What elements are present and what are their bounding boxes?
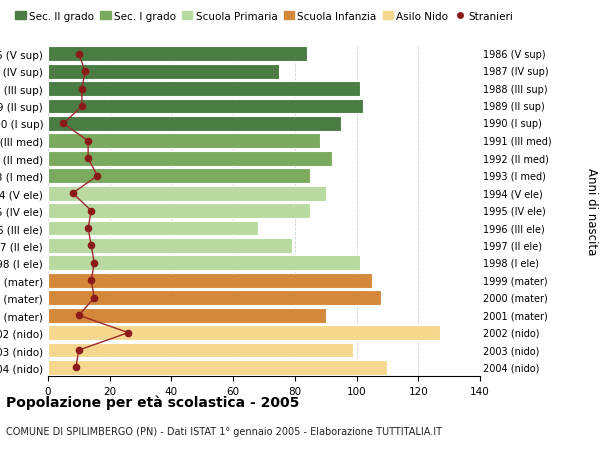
Text: 2000 (mater): 2000 (mater) xyxy=(483,293,548,303)
Bar xyxy=(48,360,388,375)
Text: 2002 (nido): 2002 (nido) xyxy=(483,328,539,338)
Bar xyxy=(48,65,280,79)
Bar xyxy=(48,186,326,201)
Bar xyxy=(48,82,359,97)
Bar xyxy=(48,325,440,340)
Text: 1988 (III sup): 1988 (III sup) xyxy=(483,84,548,95)
Text: Popolazione per età scolastica - 2005: Popolazione per età scolastica - 2005 xyxy=(6,395,299,409)
Text: 1996 (III ele): 1996 (III ele) xyxy=(483,224,545,234)
Bar xyxy=(48,169,310,184)
Bar xyxy=(48,204,310,218)
Bar xyxy=(48,47,307,62)
Text: 1986 (V sup): 1986 (V sup) xyxy=(483,50,545,60)
Bar xyxy=(48,151,332,166)
Text: 1992 (II med): 1992 (II med) xyxy=(483,154,549,164)
Text: 1997 (II ele): 1997 (II ele) xyxy=(483,241,542,251)
Text: 1987 (IV sup): 1987 (IV sup) xyxy=(483,67,548,77)
Text: 1994 (V ele): 1994 (V ele) xyxy=(483,189,543,199)
Text: 1993 (I med): 1993 (I med) xyxy=(483,171,546,181)
Bar xyxy=(48,291,381,306)
Text: 1999 (mater): 1999 (mater) xyxy=(483,276,548,285)
Bar xyxy=(48,239,292,253)
Bar xyxy=(48,256,359,271)
Text: 1995 (IV ele): 1995 (IV ele) xyxy=(483,206,546,216)
Bar xyxy=(48,221,258,236)
Text: 2001 (mater): 2001 (mater) xyxy=(483,310,548,320)
Text: 1998 (I ele): 1998 (I ele) xyxy=(483,258,539,269)
Bar xyxy=(48,134,320,149)
Bar xyxy=(48,308,326,323)
Legend: Sec. II grado, Sec. I grado, Scuola Primaria, Scuola Infanzia, Asilo Nido, Stran: Sec. II grado, Sec. I grado, Scuola Prim… xyxy=(11,7,517,26)
Bar xyxy=(48,343,353,358)
Text: 1991 (III med): 1991 (III med) xyxy=(483,137,551,146)
Text: Anni di nascita: Anni di nascita xyxy=(584,168,598,255)
Bar xyxy=(48,100,363,114)
Text: 2004 (nido): 2004 (nido) xyxy=(483,363,539,373)
Text: 1990 (I sup): 1990 (I sup) xyxy=(483,119,542,129)
Text: 2003 (nido): 2003 (nido) xyxy=(483,345,539,355)
Bar xyxy=(48,273,372,288)
Text: COMUNE DI SPILIMBERGO (PN) - Dati ISTAT 1° gennaio 2005 - Elaborazione TUTTITALI: COMUNE DI SPILIMBERGO (PN) - Dati ISTAT … xyxy=(6,426,442,436)
Text: 1989 (II sup): 1989 (II sup) xyxy=(483,102,545,112)
Bar xyxy=(48,117,341,132)
